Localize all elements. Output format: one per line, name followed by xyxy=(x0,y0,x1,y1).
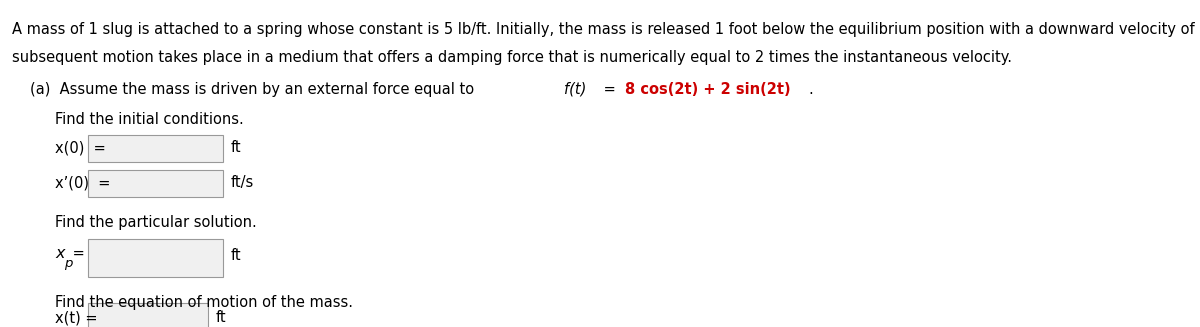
Text: x: x xyxy=(55,246,65,261)
FancyBboxPatch shape xyxy=(88,303,208,327)
Text: .: . xyxy=(809,82,814,97)
Text: x’(0)  =: x’(0) = xyxy=(55,176,110,191)
Text: p: p xyxy=(64,257,72,270)
Text: ft: ft xyxy=(230,141,241,156)
Text: 8 cos(2t) + 2 sin(2t): 8 cos(2t) + 2 sin(2t) xyxy=(625,82,791,97)
Text: ft: ft xyxy=(230,248,241,263)
Text: ft/s: ft/s xyxy=(230,176,254,191)
Text: ft: ft xyxy=(216,311,227,325)
Text: x(t) =: x(t) = xyxy=(55,311,97,325)
FancyBboxPatch shape xyxy=(88,239,223,277)
FancyBboxPatch shape xyxy=(88,134,223,162)
Text: Find the particular solution.: Find the particular solution. xyxy=(55,215,257,230)
Text: A mass of 1 slug is attached to a spring whose constant is 5 lb/ft. Initially, t: A mass of 1 slug is attached to a spring… xyxy=(12,22,1200,37)
Text: Find the equation of motion of the mass.: Find the equation of motion of the mass. xyxy=(55,295,353,310)
Text: =: = xyxy=(599,82,620,97)
Text: subsequent motion takes place in a medium that offers a damping force that is nu: subsequent motion takes place in a mediu… xyxy=(12,50,1012,65)
FancyBboxPatch shape xyxy=(88,169,223,197)
Text: x(0)  =: x(0) = xyxy=(55,141,106,156)
Text: =: = xyxy=(68,246,85,261)
Text: (a)  Assume the mass is driven by an external force equal to: (a) Assume the mass is driven by an exte… xyxy=(30,82,479,97)
Text: f(t): f(t) xyxy=(564,82,586,97)
Text: Find the initial conditions.: Find the initial conditions. xyxy=(55,112,244,127)
